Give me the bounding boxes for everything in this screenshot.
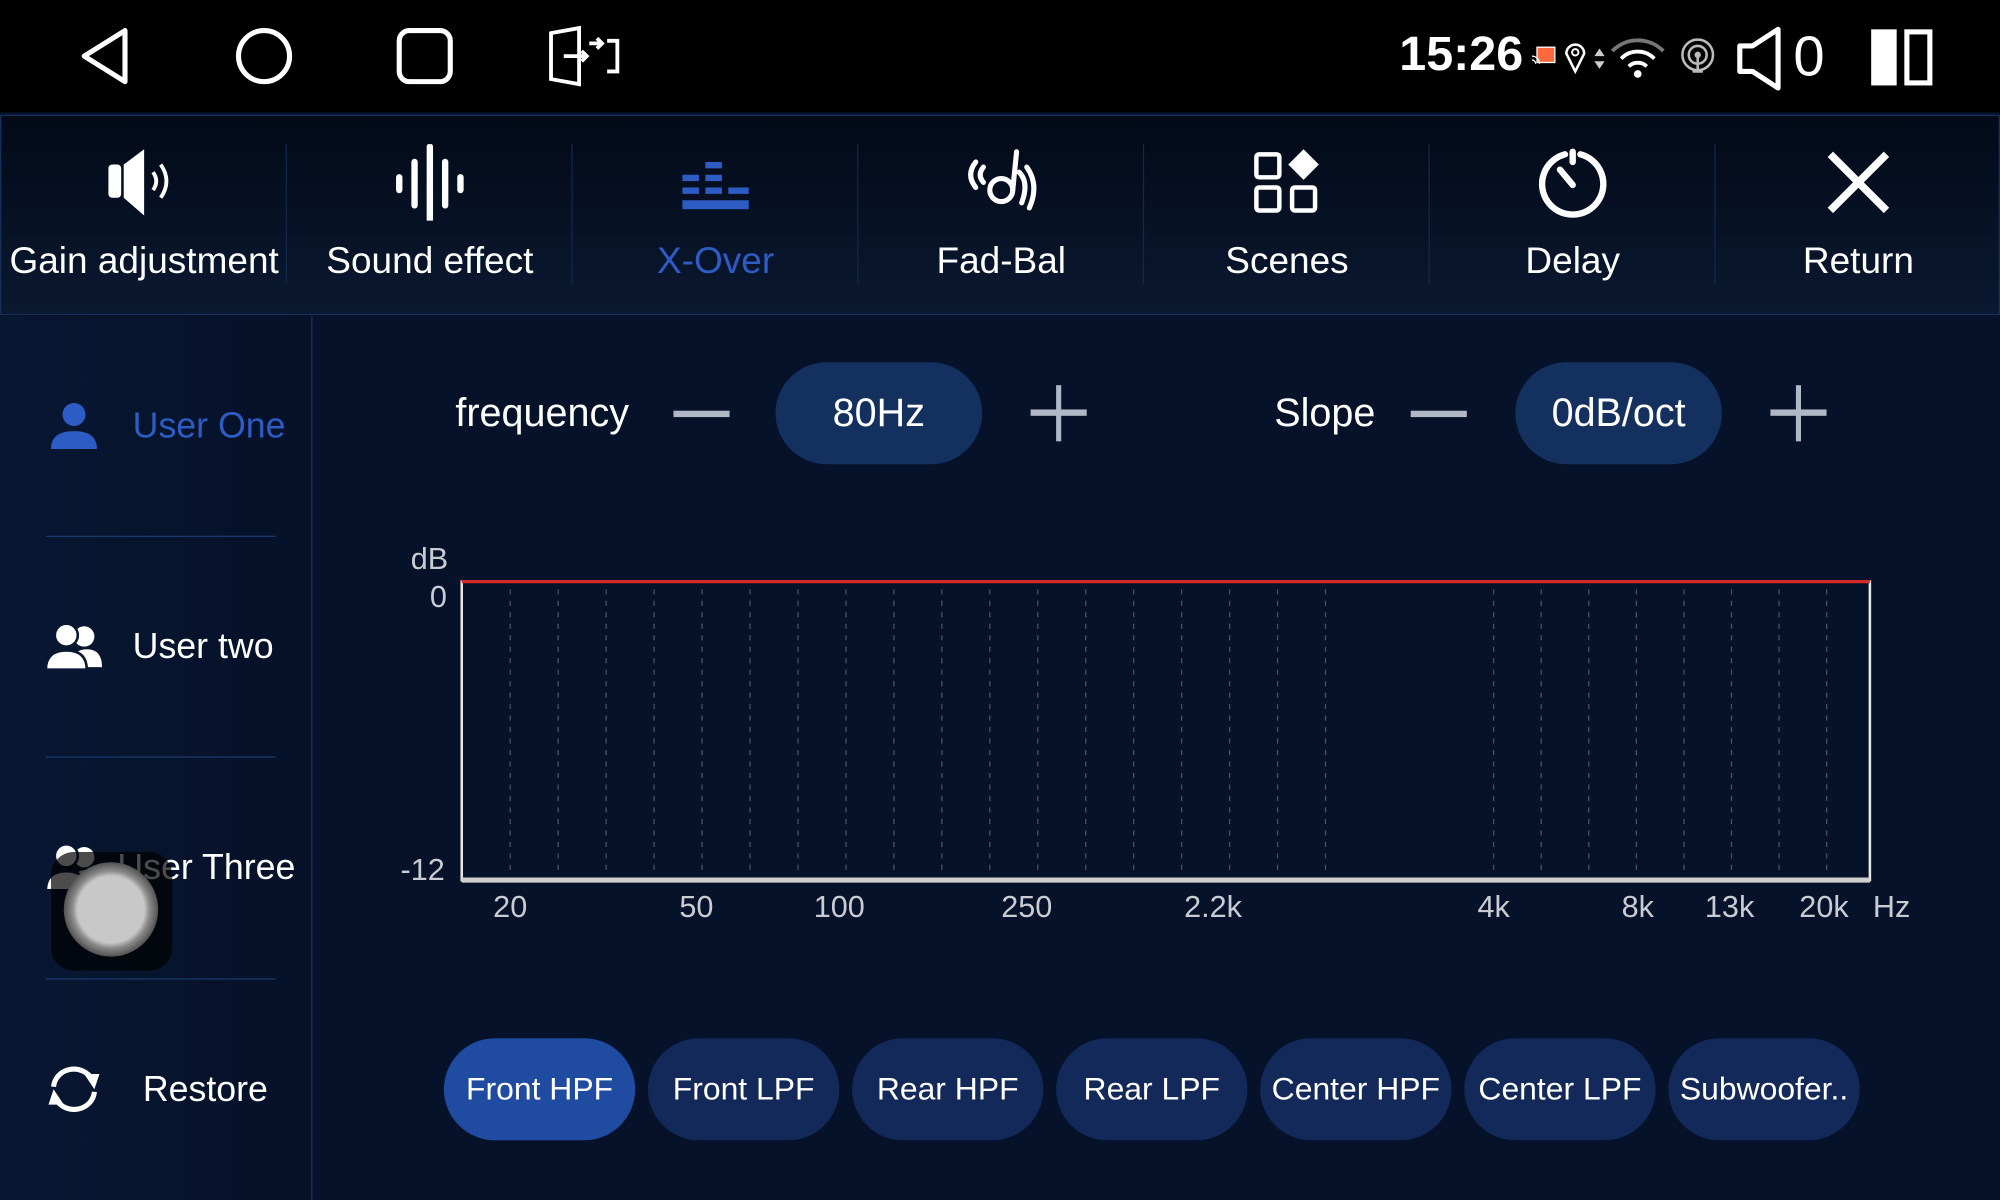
x-tick-label: 13k (1704, 890, 1755, 925)
frequency-decrease-button[interactable] (673, 410, 730, 418)
channel-rear-hpf[interactable]: Rear HPF (852, 1038, 1044, 1141)
tab-label: Sound effect (326, 241, 534, 282)
tab-delay[interactable]: Delay (1430, 116, 1716, 316)
y-axis-label: dB (410, 542, 449, 577)
slope-increase-button[interactable] (1770, 385, 1827, 442)
scenes-grid-icon (1254, 149, 1319, 213)
clock: 15:26 (1399, 28, 1524, 82)
slope-value: 0dB/oct (1515, 362, 1722, 465)
tab-x-over[interactable]: X-Over (573, 116, 859, 316)
tab-label: Return (1802, 241, 1914, 282)
divider (1142, 144, 1145, 285)
tab-label: X-Over (656, 241, 775, 282)
x-tick-label: 20 (493, 890, 528, 925)
tab-sound-effect[interactable]: Sound effect (287, 116, 573, 316)
frequency-increase-button[interactable] (1030, 385, 1087, 442)
floating-assistive-button[interactable] (51, 852, 173, 971)
channel-front-hpf[interactable]: Front HPF (443, 1038, 636, 1141)
plot-frame (460, 580, 1872, 882)
channel-center-hpf[interactable]: Center HPF (1260, 1038, 1452, 1141)
assistive-touch-icon (63, 862, 159, 957)
sidebar-item-restore[interactable]: Restore (0, 1041, 312, 1143)
cast-icon (1531, 46, 1556, 64)
tab-label: Scenes (1225, 241, 1349, 282)
hotspot-icon (1681, 38, 1715, 73)
divider (857, 144, 859, 285)
user-icon (51, 403, 97, 449)
divider (571, 144, 573, 285)
close-icon (1827, 151, 1890, 214)
divider (45, 535, 276, 537)
tab-return[interactable]: Return (1716, 116, 2000, 316)
slope-decrease-button[interactable] (1410, 410, 1467, 418)
tab-label: Fad-Bal (936, 241, 1067, 282)
tab-label: Delay (1525, 241, 1620, 282)
divider (45, 756, 276, 758)
sound-wave-icon (396, 144, 464, 221)
divider (1714, 144, 1716, 285)
frequency-value: 80Hz (775, 362, 983, 465)
speaker-icon[interactable] (1735, 26, 1789, 92)
x-tick-label: 50 (679, 890, 714, 925)
slope-label: Slope (1274, 390, 1376, 435)
divider (1428, 144, 1430, 285)
equalizer-bars-icon (682, 161, 749, 210)
tab-label: Gain adjustment (9, 241, 279, 282)
channel-rear-lpf[interactable]: Rear LPF (1056, 1038, 1248, 1141)
y-tick-label: 0 (429, 580, 447, 615)
channel-front-lpf[interactable]: Front LPF (647, 1038, 840, 1141)
users-icon (44, 622, 103, 671)
tab-gain-adjustment[interactable]: Gain adjustment (1, 116, 287, 316)
speaker-volume-icon (108, 149, 169, 216)
frequency-label: frequency (455, 390, 630, 435)
channel-subwoofer[interactable]: Subwoofer.. (1668, 1038, 1860, 1141)
split-screen-icon[interactable] (1870, 28, 1934, 87)
sidebar-item-label: User two (132, 626, 274, 666)
x-tick-label: 100 (813, 890, 865, 925)
timer-icon (1538, 148, 1607, 218)
main-toolbar: Gain adjustment Sound effect X-Over Fad-… (0, 114, 2000, 316)
screen-mirror-icon[interactable] (546, 25, 623, 87)
back-icon[interactable] (77, 26, 133, 87)
data-arrows-icon (1594, 48, 1605, 69)
divider (45, 978, 276, 980)
sidebar-item-label: Restore (142, 1068, 268, 1109)
volume-level: 0 (1793, 25, 1825, 89)
wifi-icon (1610, 38, 1665, 78)
x-tick-label: 2.2k (1184, 890, 1242, 925)
x-tick-label: 4k (1477, 890, 1510, 925)
sidebar-item-user-two[interactable]: User two (0, 598, 312, 700)
x-tick-label: 20k (1799, 890, 1849, 925)
tab-fad-bal[interactable]: Fad-Bal (858, 116, 1144, 316)
status-bar: 15:26 0 (0, 0, 2000, 113)
fader-balance-icon (968, 149, 1037, 211)
location-icon (1565, 43, 1586, 74)
refresh-icon (48, 1066, 100, 1113)
home-icon[interactable] (233, 26, 294, 87)
x-tick-label: 8k (1621, 890, 1654, 925)
x-tick-label: 250 (1001, 890, 1053, 925)
sidebar-item-label: User One (132, 405, 286, 446)
tab-scenes[interactable]: Scenes (1144, 116, 1430, 316)
sidebar-item-user-one[interactable]: User One (0, 378, 312, 480)
divider (285, 144, 287, 285)
channel-center-lpf[interactable]: Center LPF (1464, 1038, 1656, 1141)
y-tick-label: -12 (400, 853, 445, 888)
recents-icon[interactable] (395, 26, 454, 87)
x-axis-unit: Hz (1872, 890, 1911, 925)
